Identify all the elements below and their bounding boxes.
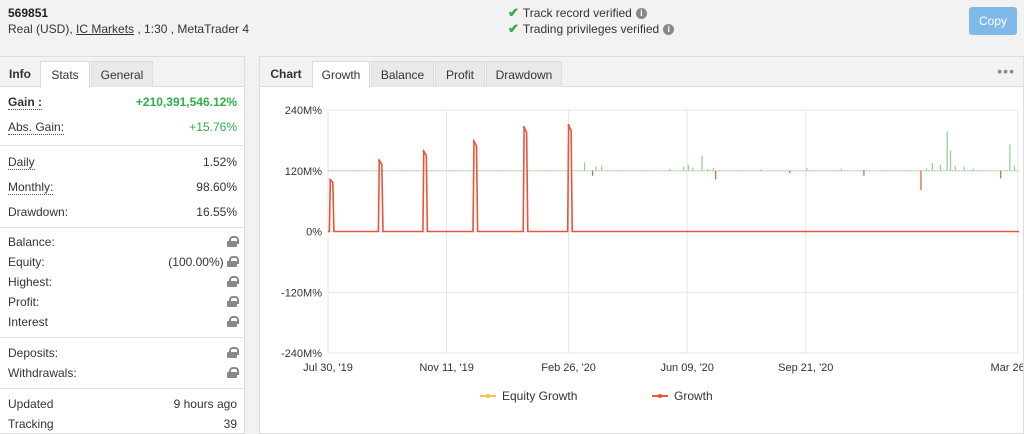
stat-abs-gain: Abs. Gain: +15.76% <box>8 120 237 138</box>
balance-label: Balance: <box>8 235 55 249</box>
stat-balance: Balance: <box>8 235 239 253</box>
growth-chart: 240M% 120M% 0% -120M% -240M% Jul 30, '19 Nov 1… <box>281 105 1023 403</box>
x-tick-label: Feb 26, '20 <box>541 362 596 374</box>
equity-label: Equity: <box>8 255 45 269</box>
x-tick-label: Jul 30, '19 <box>303 362 353 374</box>
track-verified-label: Track record verified <box>522 6 632 20</box>
divider <box>0 337 244 338</box>
stat-updated: Updated 9 hours ago <box>8 397 237 415</box>
growth-point <box>472 140 476 143</box>
growth-point <box>329 178 332 182</box>
tab-growth[interactable]: Growth <box>312 61 370 88</box>
y-tick-label: -120M% <box>281 287 322 299</box>
legend-label: Equity Growth <box>502 389 577 403</box>
tab-stats[interactable]: Stats <box>40 61 90 88</box>
deposits-label: Deposits: <box>8 346 59 360</box>
legend-marker <box>486 394 490 398</box>
y-tick-label: -240M% <box>281 348 322 360</box>
lock-icon <box>227 347 239 358</box>
check-icon: ✔ <box>508 5 519 20</box>
lock-icon <box>227 296 239 307</box>
daily-label[interactable]: Daily <box>8 155 35 170</box>
lock-icon <box>227 316 239 327</box>
growth-point <box>378 159 381 162</box>
legend-marker <box>658 394 662 398</box>
divider <box>0 388 244 389</box>
gain-value: +210,391,546.12% <box>135 95 237 109</box>
tracking-label: Tracking <box>8 417 54 431</box>
drawdown-value: 16.55% <box>196 205 237 219</box>
lock-icon <box>227 367 239 378</box>
daily-value: 1.52% <box>202 155 237 169</box>
account-header: 569851 Real (USD), IC Markets , 1:30 , M… <box>0 0 1024 44</box>
stat-deposits: Deposits: <box>8 346 239 364</box>
copy-button[interactable]: Copy <box>969 7 1017 35</box>
tracking-value: 39 <box>223 417 237 431</box>
monthly-value: 98.60% <box>196 180 237 194</box>
x-tick-label: Mar 26, '21 <box>991 362 1023 374</box>
drawdown-label: Drawdown: <box>8 205 69 219</box>
leverage-platform: , 1:30 , MetaTrader 4 <box>137 22 249 36</box>
y-tick-label: 120M% <box>285 166 323 178</box>
check-icon: ✔ <box>508 21 519 36</box>
account-info: Real (USD), IC Markets , 1:30 , MetaTrad… <box>8 22 249 36</box>
monthly-label[interactable]: Monthly: <box>8 180 54 195</box>
info-icon[interactable]: i <box>663 23 675 35</box>
tab-drawdown[interactable]: Drawdown <box>486 61 562 87</box>
y-tick-label: 0% <box>306 227 322 239</box>
more-options-icon[interactable]: ••• <box>997 63 1015 79</box>
broker-link[interactable]: IC Markets <box>76 22 135 36</box>
x-tick-label: Nov 11, '19 <box>419 362 473 374</box>
stats-tabs: Info Stats General <box>0 57 244 88</box>
x-tick-label: Sep 21, '20 <box>778 362 833 374</box>
x-tick-label: Jun 09, '20 <box>660 362 713 374</box>
profit-label: Profit: <box>8 295 40 309</box>
info-icon[interactable]: i <box>635 7 647 19</box>
tab-general[interactable]: General <box>91 61 153 87</box>
growth-point <box>567 123 570 127</box>
track-verified: ✔ Track record verified i <box>508 5 647 21</box>
stat-interest: Interest <box>8 315 239 333</box>
account-type: Real (USD), <box>8 22 73 36</box>
tab-profit[interactable]: Profit <box>435 61 485 87</box>
interest-label: Interest <box>8 315 49 329</box>
trading-verified-label: Trading privileges verified <box>522 22 660 36</box>
equity-value: (100.00%) <box>168 255 224 269</box>
trading-verified: ✔ Trading privileges verified i <box>508 21 675 37</box>
tab-balance[interactable]: Balance <box>371 61 434 87</box>
divider <box>0 145 244 146</box>
legend-label: Growth <box>674 389 713 403</box>
stat-highest: Highest: <box>8 275 239 293</box>
y-tick-label: 240M% <box>285 105 323 117</box>
tab-info[interactable]: Info <box>9 67 31 81</box>
lock-icon <box>227 256 239 267</box>
updated-value: 9 hours ago <box>173 397 237 411</box>
updated-label: Updated <box>8 397 54 411</box>
chart-panel: Chart Growth Balance Profit Drawdown •••… <box>259 56 1024 434</box>
gain-label[interactable]: Gain : <box>8 95 43 110</box>
stats-panel: Info Stats General Gain : +210,391,546.1… <box>0 56 245 434</box>
abs-gain-label[interactable]: Abs. Gain: <box>8 120 65 135</box>
stat-monthly: Monthly: 98.60% <box>8 180 237 198</box>
stat-equity: Equity: (100.00%) <box>8 255 239 273</box>
lock-icon <box>227 236 239 247</box>
stat-profit: Profit: <box>8 295 239 313</box>
stat-drawdown: Drawdown: 16.55% <box>8 205 237 223</box>
stat-withdrawals: Withdrawals: <box>8 366 239 384</box>
chart-tabs: Chart Growth Balance Profit Drawdown ••• <box>260 57 1023 88</box>
stat-gain: Gain : +210,391,546.12% <box>8 95 237 113</box>
growth-line <box>328 124 1019 233</box>
account-id: 569851 <box>8 6 49 20</box>
stat-daily: Daily 1.52% <box>8 155 237 173</box>
divider <box>0 227 244 228</box>
growth-point <box>422 150 425 153</box>
highest-label: Highest: <box>8 275 53 289</box>
stat-tracking: Tracking 39 <box>8 417 237 434</box>
lock-icon <box>227 276 239 287</box>
growth-point <box>522 126 526 129</box>
tab-chart[interactable]: Chart <box>270 67 302 81</box>
abs-gain-value: +15.76% <box>189 120 237 134</box>
withdrawals-label: Withdrawals: <box>8 366 77 380</box>
